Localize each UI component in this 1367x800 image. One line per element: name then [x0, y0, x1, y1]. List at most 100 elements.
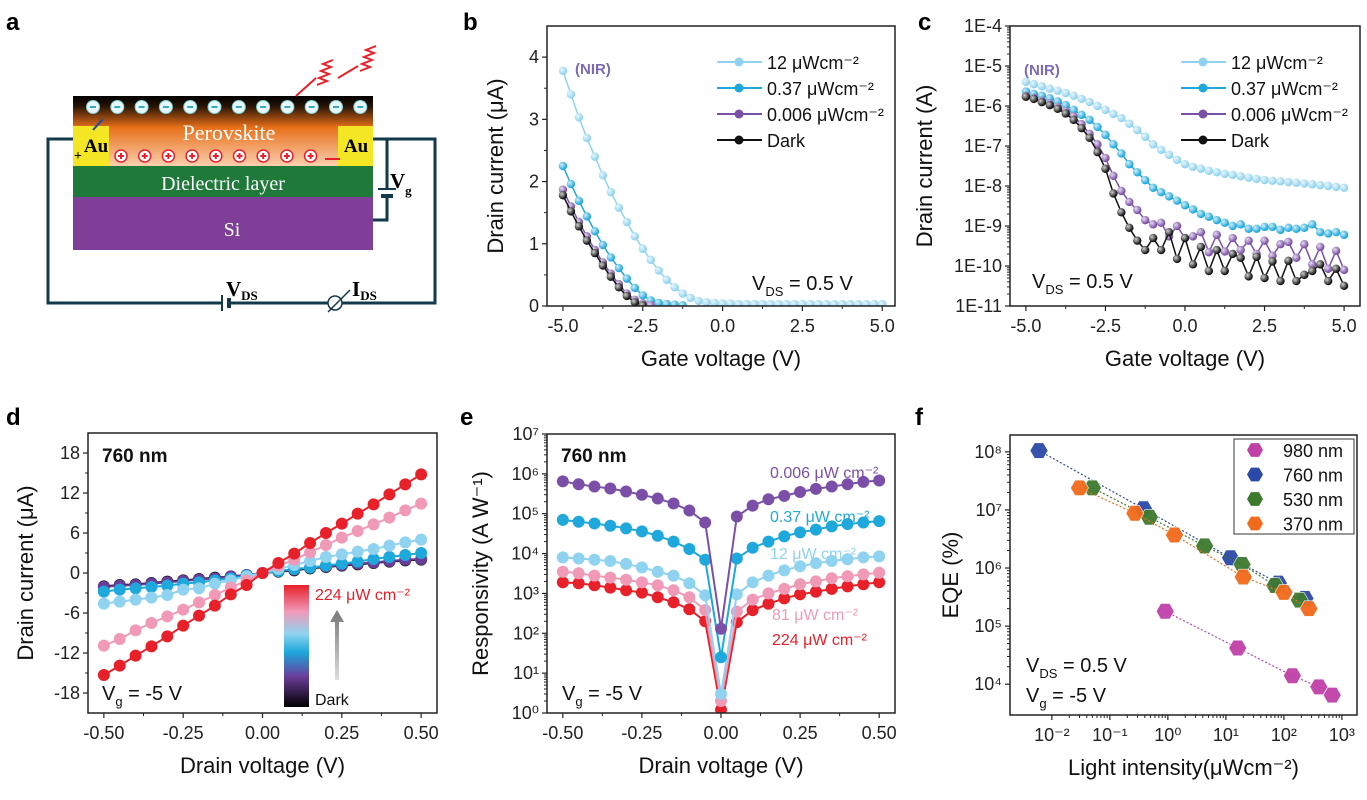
data-point-highlight — [670, 283, 679, 292]
data-point — [351, 525, 364, 537]
data-point-highlight — [1300, 240, 1309, 249]
data-point — [97, 639, 110, 652]
data-point-highlight — [566, 90, 576, 99]
y-tick-label: 1E-11 — [955, 296, 1002, 316]
data-point — [746, 541, 759, 554]
data-point — [683, 543, 696, 556]
series-Dark — [1021, 92, 1349, 290]
data-point-highlight — [1260, 175, 1269, 185]
vds-battery-icon — [221, 295, 231, 311]
data-point — [208, 577, 221, 590]
data-point-highlight — [678, 289, 687, 298]
y-tick-label: 12 — [60, 483, 80, 503]
data-point-highlight — [590, 227, 600, 236]
data-point-highlight — [1172, 221, 1182, 231]
data-point — [367, 498, 380, 511]
data-point — [383, 551, 396, 563]
data-point — [145, 640, 158, 653]
data-point-highlight — [1180, 160, 1190, 169]
annotation-text: 224 μW cm⁻² — [315, 587, 411, 604]
annotation-text: Dark — [315, 692, 350, 709]
y-tick-label: 10⁴ — [974, 674, 1002, 694]
series-370 nm — [1070, 479, 1319, 617]
data-point-highlight — [558, 191, 568, 200]
data-point — [193, 596, 206, 609]
data-point — [304, 555, 317, 567]
data-point-highlight — [1156, 218, 1166, 228]
data-point-highlight — [574, 222, 584, 231]
y-tick-label: 10² — [513, 623, 539, 643]
data-point-highlight — [1117, 208, 1126, 217]
data-point — [1165, 526, 1184, 544]
data-point-highlight — [1260, 236, 1269, 245]
legend-marker — [1247, 492, 1263, 506]
data-point — [304, 546, 317, 559]
data-point — [193, 609, 206, 622]
data-point — [762, 535, 775, 548]
data-point — [620, 573, 633, 586]
device-schematic: Perovskite Dielectric layer Si Au + Au V… — [46, 45, 437, 313]
x-tick-label: 2.5 — [790, 316, 815, 336]
plot-frame — [546, 25, 896, 307]
x-tick-label: 0.50 — [862, 723, 897, 743]
data-point-highlight — [1316, 227, 1325, 237]
data-point-highlight — [1180, 233, 1190, 243]
data-point-highlight — [750, 299, 759, 306]
series-0.37 μWcm⁻² — [558, 161, 687, 306]
data-point-highlight — [1141, 215, 1150, 225]
data-point — [699, 604, 712, 617]
data-point-highlight — [1053, 86, 1062, 95]
data-point — [113, 583, 126, 596]
data-point-highlight — [838, 299, 847, 306]
data-point — [335, 531, 348, 544]
data-point — [319, 559, 332, 572]
data-point-highlight — [694, 296, 703, 306]
data-point-highlight — [1308, 260, 1317, 269]
data-point-highlight — [1029, 80, 1039, 89]
data-point — [588, 480, 601, 493]
annotation: 760 nm — [102, 446, 167, 467]
annotation: VDS = 0.5 V — [752, 273, 854, 299]
data-point-highlight — [1228, 233, 1237, 243]
data-point-highlight — [1188, 205, 1198, 214]
data-point-highlight — [582, 236, 592, 245]
data-point — [620, 557, 633, 570]
data-point — [193, 582, 206, 595]
circuit-wire — [46, 137, 437, 305]
y-tick-label: 0 — [70, 563, 80, 583]
data-point — [604, 519, 617, 532]
legend-marker — [1198, 57, 1208, 67]
y-tick-label: 4 — [529, 47, 539, 67]
data-point — [809, 523, 822, 536]
data-point — [556, 513, 569, 526]
ammeter-icon — [327, 289, 351, 313]
data-point — [256, 567, 269, 579]
data-point — [145, 617, 158, 629]
series-81 μW cm⁻² — [556, 565, 886, 708]
data-point-highlight — [1133, 205, 1142, 215]
data-point-highlight — [862, 299, 871, 306]
data-point-highlight — [1188, 232, 1198, 241]
data-point — [762, 493, 775, 506]
y-tick-label: 1E-5 — [964, 56, 1002, 76]
data-point — [730, 510, 743, 523]
data-point — [794, 578, 807, 591]
data-point — [1274, 584, 1294, 601]
data-point — [1070, 479, 1089, 496]
data-point-highlight — [774, 299, 783, 306]
data-point — [556, 565, 569, 578]
data-point — [319, 527, 332, 539]
data-point-highlight — [606, 272, 616, 281]
data-point — [383, 511, 396, 524]
data-point — [556, 576, 569, 589]
data-point-highlight — [782, 299, 791, 306]
data-point-highlight — [1204, 266, 1214, 276]
data-point-highlight — [1172, 254, 1182, 264]
y-tick-label: 1E-10 — [954, 256, 1002, 276]
data-point-highlight — [1069, 105, 1078, 115]
data-point-highlight — [1188, 260, 1198, 269]
data-point — [1228, 639, 1248, 657]
data-point-highlight — [1276, 225, 1285, 235]
data-point-highlight — [710, 298, 719, 306]
data-point-highlight — [846, 299, 855, 306]
